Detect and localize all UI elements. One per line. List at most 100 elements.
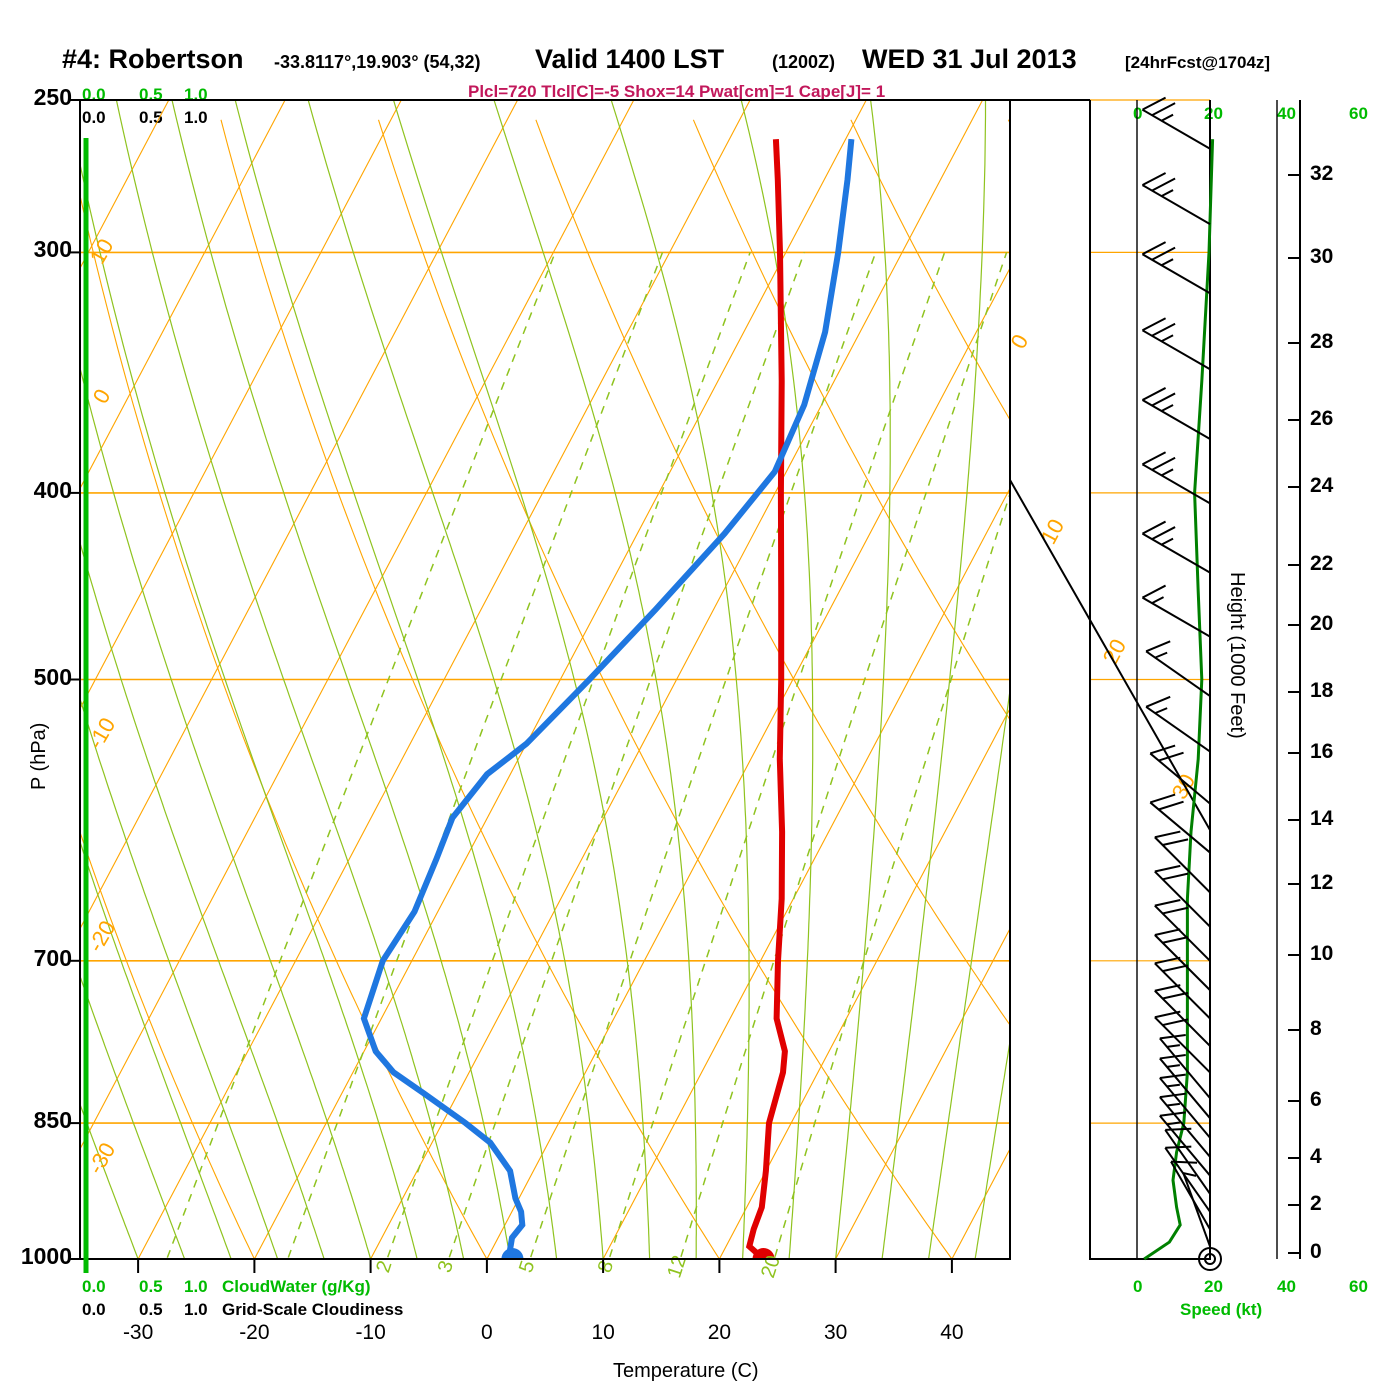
wind-barb-700 [1154,899,1211,962]
sounding-parameters: Plcl=720 Tlcl[C]=-5 Shox=14 Pwat[cm]=1 C… [468,82,886,101]
valid-time: Valid 1400 LST [535,44,725,74]
wind-barb-calm [1198,1247,1222,1271]
moist-adiabat--14 [80,540,325,1259]
wind-barb-405 [1141,451,1211,505]
wind-barb-750 [1154,956,1211,1020]
wind-barb-905 [1159,1111,1211,1177]
moist-adiabat-6 [234,100,558,1259]
cloudwater-axis-label: CloudWater (g/Kg) [222,1277,371,1296]
speed-tick-bottom-2: 40 [1277,1277,1296,1296]
station-coordinates: -33.8117°,19.903° (54,32) [274,52,481,72]
wind-speed-profile-curve [1143,139,1215,1261]
isotherm--50 [80,100,519,930]
isotherm-10 [602,487,1010,1259]
wind-barb-945 [1164,1145,1211,1213]
isotherm--70 [80,100,286,490]
mixing-ratio-5 [529,252,877,1259]
wind-barb-725 [1154,928,1211,991]
dry-adiabat--40 [0,120,22,1259]
mixing-ratio-3 [447,252,806,1259]
mixing-ratio-12 [679,252,1008,1259]
mixing-ratio-0.4 [165,252,556,1259]
wind-barb-580 [1149,744,1211,805]
mixing-ratio-label-2: 2 [372,1258,396,1275]
dry-adiabat-40 [377,119,953,1259]
moist-adiabat-22 [610,100,750,1259]
isotherm-30 [835,927,1010,1259]
isotherm-60 [1184,100,1400,1259]
moist-adiabat--26 [80,974,186,1259]
adiabat-label-left-1: 0 [88,385,116,408]
wind-barb-800 [1154,1010,1211,1074]
mixing-ratio-20 [773,491,1010,1259]
valid-date: WED 31 Jul 2013 [862,44,1077,74]
moist-adiabat-34 [881,100,987,1259]
skewt-frame [79,99,1011,1260]
forecast-stamp: [24hrFcst@1704z] [1125,53,1271,72]
wind-barb-510 [1145,640,1211,697]
dry-adiabat-0 [80,193,488,1259]
station-title: #4: Robertson [62,44,244,74]
moist-adiabat-30 [835,100,891,1259]
wind-barb-885 [1159,1092,1211,1158]
speed-axis-label: Speed (kt) [1180,1300,1263,1319]
mixing-ratio-label-5: 5 [515,1258,539,1275]
moist-adiabat--18 [80,696,279,1259]
speed-tick-top-1: 20 [1204,104,1223,123]
moist-adiabat--10 [80,365,372,1259]
dry-adiabat-160 [1323,120,1400,1259]
cloudwater-tick-bottom-0: 0.0 [82,1277,106,1296]
wind-barb-290 [1141,172,1211,225]
speed-tick-top-3: 60 [1349,104,1368,123]
cloudiness-tick-bottom-0: 0.0 [82,1300,106,1319]
speed-tick-bottom-0: 0 [1133,1277,1143,1296]
cloudiness-axis-label: Grid-Scale Cloudiness [222,1300,404,1319]
dry-adiabat-80 [692,119,1010,721]
valid-time-utc: (1200Z) [772,52,836,72]
wind-barb-475 [1141,584,1211,638]
wind-barb-545 [1145,695,1211,753]
moist-adiabat--2 [115,100,465,1259]
isotherm--30 [137,100,751,1259]
wind-barb-615 [1149,793,1211,854]
moist-adiabat-38 [928,686,1010,1259]
surface-temperature-dot [752,1248,775,1259]
dry-adiabat-60 [535,119,1010,1026]
wind-barb-775 [1154,984,1211,1047]
moist-adiabat-18 [493,100,697,1259]
mixing-ratio-2 [386,252,751,1259]
speed-tick-top-0: 0 [1133,104,1143,123]
dry-adiabat-20 [220,119,720,1259]
speed-tick-bottom-1: 20 [1204,1277,1223,1296]
surface-dewpoint-dot [501,1248,524,1259]
mixing-ratio-8 [608,252,946,1259]
speed-tick-top-2: 40 [1277,104,1296,123]
wind-barb-265 [1141,96,1211,150]
wind-barb-375 [1141,387,1211,440]
dry-adiabat-100 [850,119,1010,421]
temperature-profile-curve [745,139,788,1259]
wind-barb-calm-inner [1204,1253,1216,1265]
moist-adiabat-26 [740,100,814,1259]
mixing-ratio-label-12: 12 [663,1253,691,1281]
isotherm--20 [253,100,867,1259]
isotherm--10 [370,100,984,1259]
moist-adiabat-10 [307,100,604,1259]
moist-adiabat-42 [974,1038,1010,1259]
moist-adiabat-14 [392,100,651,1259]
wind-barb-672 [1154,864,1211,928]
cloudwater-tick-bottom-1: 0.5 [139,1277,163,1296]
isotherm--40 [80,100,635,1151]
wind-barb-440 [1141,520,1211,574]
dewpoint-profile-upper [380,138,854,963]
dry-adiabat--20 [80,830,255,1259]
mixing-ratio-label-3: 3 [434,1258,458,1275]
wind-barb-345 [1141,317,1211,371]
moist-adiabat-2 [171,100,511,1259]
mixing-ratio-1 [286,252,664,1259]
speed-tick-bottom-3: 60 [1349,1277,1368,1296]
temperature-axis-label: Temperature (C) [613,1360,759,1382]
wind-barb-845 [1159,1054,1211,1119]
mixing-ratio-label-8: 8 [594,1258,618,1275]
